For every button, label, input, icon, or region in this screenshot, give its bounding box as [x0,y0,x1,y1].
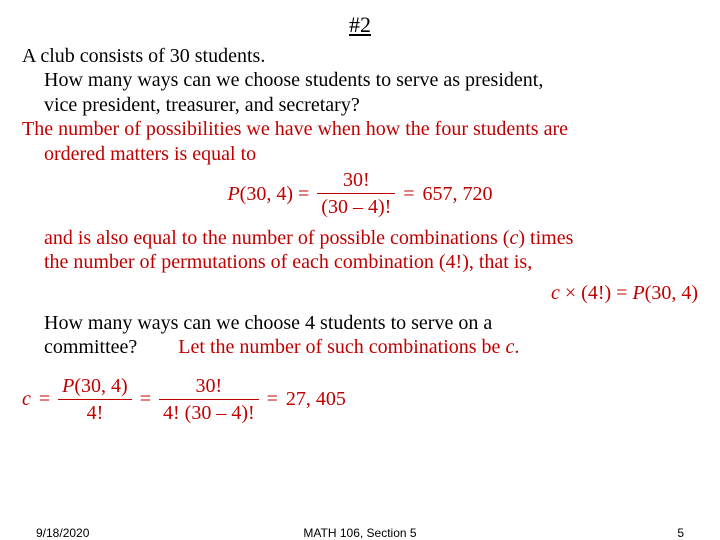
combination-equation: c = P(30, 4) 4! = 30! 4! (30 – 4)! = 27,… [22,374,698,426]
let-line: Let the number of such combinations be c… [178,336,519,358]
explain1-line-1: The number of possibilities we have when… [22,117,698,141]
footer-center: MATH 106, Section 5 [0,526,720,540]
perm-fraction: 30! (30 – 4)! [317,168,395,220]
let-a: Let the number of such combinations be [178,336,505,358]
relation-times: × (4!) = [560,282,633,304]
perm-frac-den: (30 – 4)! [317,195,395,219]
perm-lhs: P(30, 4) = [227,182,309,206]
slide: #2 A club consists of 30 students. How m… [0,0,720,540]
comb-eq2: = [140,387,151,411]
comb-result: 27, 405 [286,387,346,411]
explain1-line-2: ordered matters is equal to [22,142,698,166]
question2-line-2: committee? [44,336,137,358]
comb-frac2-bar [159,399,259,400]
permutation-equation: P(30, 4) = 30! (30 – 4)! = 657, 720 [22,168,698,220]
let-b: . [514,336,519,358]
comb-frac1-args: (30, 4) [74,375,127,397]
relation-equation: c × (4!) = P(30, 4) [22,281,698,305]
problem-line-2: How many ways can we choose students to … [22,68,698,92]
problem-line-3: vice president, treasurer, and secretary… [22,93,698,117]
question2-row: committee? Let the number of such combin… [22,335,698,359]
comb-frac2-den: 4! (30 – 4)! [159,401,259,425]
comb-frac-1: P(30, 4) 4! [58,374,132,426]
footer-page-number: 5 [677,526,684,540]
let-c: c [505,336,514,358]
perm-args: (30, 4) = [240,183,310,205]
perm-equals-2: = [403,182,414,206]
comb-frac-2: 30! 4! (30 – 4)! [159,374,259,426]
explain2-1b: ) times [518,227,573,249]
explain2-line-2: the number of permutations of each combi… [22,250,698,274]
comb-frac1-num: P(30, 4) [58,374,132,398]
comb-eq3: = [267,387,278,411]
comb-frac1-den: 4! [58,401,132,425]
relation-expr: c × (4!) = P(30, 4) [551,281,698,305]
perm-frac-bar [317,193,395,194]
comb-c: c [22,387,31,411]
slide-title: #2 [0,12,720,38]
relation-P: P [632,282,644,304]
comb-frac2-num: 30! [159,374,259,398]
relation-args: (30, 4) [645,282,698,304]
explain2-1a: and is also equal to the number of possi… [22,226,509,250]
comb-eq1: = [39,387,50,411]
slide-body: A club consists of 30 students. How many… [22,44,698,425]
perm-result: 657, 720 [423,182,493,206]
comb-frac1-bar [58,399,132,400]
comb-frac1-P: P [62,375,74,397]
perm-P-symbol: P [227,183,239,205]
question2-line-1: How many ways can we choose 4 students t… [22,311,698,335]
explain2-line-1: and is also equal to the number of possi… [22,226,698,250]
relation-c: c [551,282,560,304]
perm-frac-num: 30! [317,168,395,192]
problem-line-1: A club consists of 30 students. [22,44,698,68]
